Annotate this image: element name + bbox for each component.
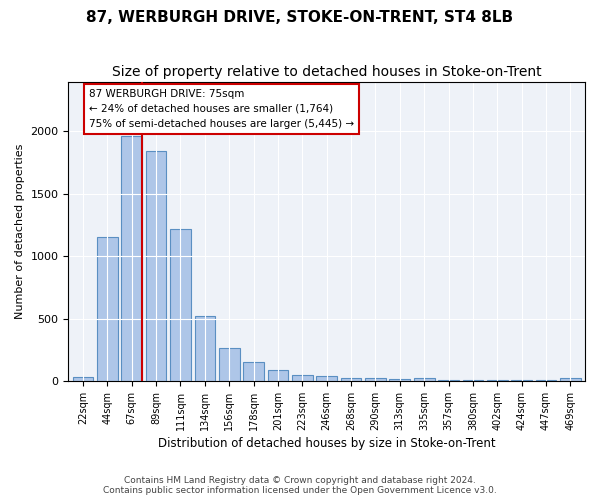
Text: 87, WERBURGH DRIVE, STOKE-ON-TRENT, ST4 8LB: 87, WERBURGH DRIVE, STOKE-ON-TRENT, ST4 …: [86, 10, 514, 25]
Bar: [560, 378, 581, 381]
Bar: [511, 380, 532, 381]
X-axis label: Distribution of detached houses by size in Stoke-on-Trent: Distribution of detached houses by size …: [158, 437, 496, 450]
Bar: [536, 380, 556, 381]
Title: Size of property relative to detached houses in Stoke-on-Trent: Size of property relative to detached ho…: [112, 65, 542, 79]
Bar: [389, 379, 410, 381]
Bar: [365, 378, 386, 381]
Bar: [316, 376, 337, 381]
Bar: [194, 316, 215, 381]
Bar: [341, 378, 361, 381]
Bar: [97, 238, 118, 381]
Bar: [438, 380, 459, 381]
Bar: [219, 348, 239, 381]
Bar: [463, 380, 483, 381]
Text: Contains HM Land Registry data © Crown copyright and database right 2024.
Contai: Contains HM Land Registry data © Crown c…: [103, 476, 497, 495]
Bar: [292, 376, 313, 381]
Bar: [487, 380, 508, 381]
Text: 87 WERBURGH DRIVE: 75sqm
← 24% of detached houses are smaller (1,764)
75% of sem: 87 WERBURGH DRIVE: 75sqm ← 24% of detach…: [89, 89, 354, 128]
Bar: [170, 229, 191, 381]
Bar: [243, 362, 264, 381]
Bar: [146, 152, 166, 381]
Y-axis label: Number of detached properties: Number of detached properties: [15, 144, 25, 319]
Bar: [73, 377, 94, 381]
Bar: [414, 378, 434, 381]
Bar: [121, 136, 142, 381]
Bar: [268, 370, 289, 381]
